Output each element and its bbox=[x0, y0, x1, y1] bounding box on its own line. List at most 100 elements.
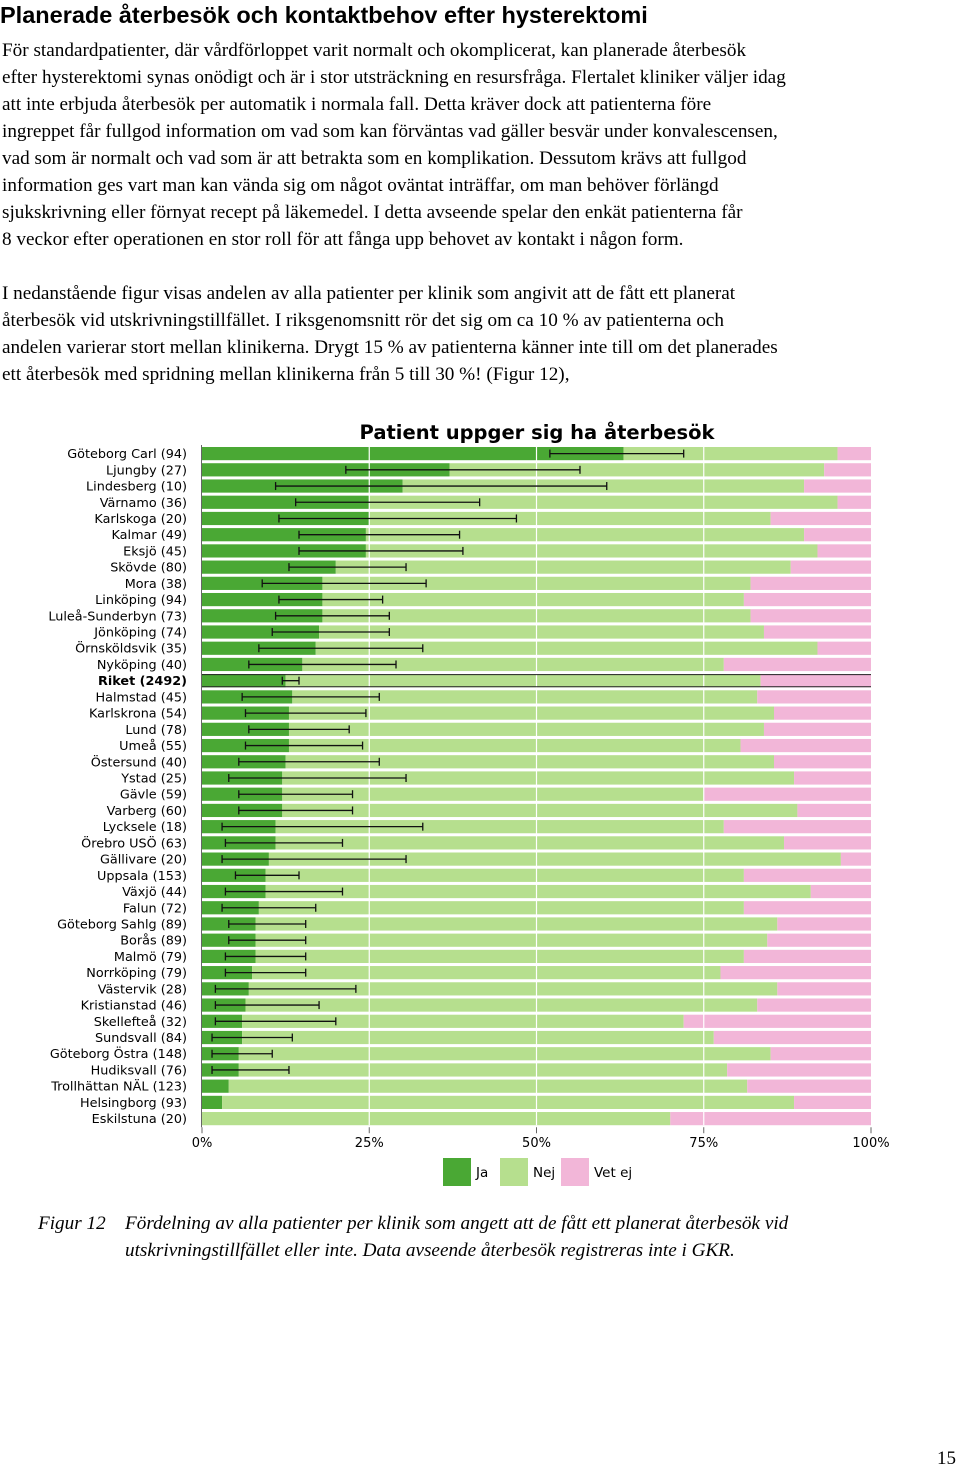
bar-segment bbox=[804, 479, 871, 493]
category-label: Borås (89) bbox=[120, 934, 187, 949]
category-label: Gällivare (20) bbox=[100, 853, 187, 868]
category-label: Ystad (25) bbox=[120, 772, 187, 787]
bar-segment bbox=[777, 917, 871, 931]
bar-segment bbox=[777, 982, 871, 996]
bar-segment bbox=[228, 1079, 748, 1093]
category-label: Uppsala (153) bbox=[97, 869, 187, 884]
paragraph-line: att inte erbjuda återbesök per automatik… bbox=[2, 94, 712, 115]
bar-segment bbox=[743, 592, 871, 607]
bar-segment bbox=[804, 528, 871, 542]
bar-segment bbox=[202, 544, 366, 558]
bar-segment bbox=[770, 1047, 871, 1061]
bar-segment bbox=[703, 787, 871, 801]
bar-segment bbox=[810, 884, 871, 899]
bar-segment bbox=[202, 1112, 671, 1126]
bar-segment bbox=[743, 868, 871, 882]
bar-segment bbox=[797, 803, 871, 818]
category-label: Sundsvall (84) bbox=[95, 1031, 187, 1046]
paragraph-line: I nedanstående figur visas andelen av al… bbox=[2, 283, 736, 304]
bar-segment bbox=[747, 1079, 871, 1093]
bar-segment bbox=[322, 592, 744, 607]
caption-line: Fördelning av alla patienter per klinik … bbox=[125, 1213, 789, 1234]
bar-segment bbox=[837, 495, 871, 509]
legend: Ja Nej Vet ej bbox=[443, 1158, 632, 1186]
bar-segment bbox=[369, 511, 771, 526]
category-label: Eskilstuna (20) bbox=[92, 1112, 187, 1127]
category-label: Göteborg Sahlg (89) bbox=[57, 917, 187, 932]
category-label: Riket (2492) bbox=[98, 674, 187, 689]
bar-segment bbox=[238, 1047, 771, 1061]
bar-segment bbox=[757, 998, 871, 1012]
bar-segment bbox=[743, 901, 871, 915]
bar-segment bbox=[773, 706, 871, 720]
paragraph-line: sjukskrivning eller förnyat recept på lä… bbox=[2, 202, 743, 223]
category-labels: Göteborg Carl (94)Ljungby (27) Lindesberg… bbox=[48, 447, 187, 1127]
bar-segment bbox=[282, 803, 798, 818]
paragraph-line: återbesök vid utskrivningstillfället. I … bbox=[2, 310, 725, 331]
body-paragraph-1: För standardpatienter, där vårdförloppet… bbox=[2, 37, 958, 253]
legend-swatch bbox=[561, 1158, 589, 1186]
bar-segment bbox=[365, 528, 805, 542]
bar-segment bbox=[763, 625, 871, 639]
bar-segment bbox=[265, 868, 744, 882]
bar-segment bbox=[202, 1095, 223, 1109]
bar-segment bbox=[817, 641, 871, 655]
bar-segment bbox=[794, 1095, 871, 1109]
bar-segment bbox=[258, 901, 744, 915]
bar-segment bbox=[202, 625, 320, 639]
category-label: Skövde (80) bbox=[110, 561, 187, 576]
category-label: Lycksele (18) bbox=[103, 820, 187, 835]
bar-segment bbox=[275, 836, 785, 850]
bar-segment bbox=[817, 544, 871, 558]
bar-segment bbox=[683, 1014, 871, 1028]
bar-segment bbox=[302, 657, 724, 672]
bar-segment bbox=[252, 966, 721, 980]
bar-segment bbox=[265, 884, 811, 899]
bar-segment bbox=[449, 463, 825, 477]
bar-segment bbox=[202, 463, 450, 477]
bar-segment bbox=[623, 447, 838, 461]
grid-layer bbox=[368, 447, 705, 1126]
bar-segment bbox=[713, 1030, 871, 1045]
bar-segment bbox=[750, 576, 871, 590]
section-heading: Planerade återbesök och kontaktbehov eft… bbox=[0, 2, 648, 28]
bar-segment bbox=[670, 1112, 871, 1126]
category-label: Ljungby (27) bbox=[106, 463, 187, 478]
bar-segment bbox=[285, 674, 761, 688]
bar-segment bbox=[794, 771, 871, 785]
x-tick-label: 75% bbox=[689, 1136, 718, 1151]
category-label: Lund (78) bbox=[125, 723, 187, 738]
bar-segment bbox=[202, 609, 323, 623]
bar-segment bbox=[202, 722, 289, 736]
paragraph-line: vad som är normalt och vad som är att be… bbox=[2, 148, 747, 169]
category-label: Gävle (59) bbox=[120, 788, 187, 803]
x-tick-label: 100% bbox=[852, 1136, 889, 1151]
bar-segment bbox=[242, 1014, 684, 1028]
bar-segment bbox=[292, 690, 758, 704]
bar-segment bbox=[248, 982, 778, 996]
bar-segment bbox=[784, 836, 871, 850]
category-label: Östersund (40) bbox=[91, 753, 187, 770]
bar-segment bbox=[202, 560, 336, 574]
bar-segment bbox=[369, 495, 838, 509]
category-label: Kristianstad (46) bbox=[81, 999, 187, 1014]
bar-segment bbox=[255, 933, 768, 947]
bar-segment bbox=[222, 1095, 795, 1109]
category-label: Hudiksvall (76) bbox=[91, 1063, 187, 1078]
bar-segment bbox=[743, 949, 871, 964]
category-label: Lindesberg (10) bbox=[86, 480, 187, 495]
paragraph-line: efter hysterektomi synas onödigt och är … bbox=[2, 67, 786, 88]
bar-segment bbox=[202, 674, 286, 688]
category-label: Luleå-Sunderbyn (73) bbox=[48, 609, 187, 624]
bar-segment bbox=[242, 1030, 714, 1045]
bar-segment bbox=[315, 641, 818, 655]
category-label: Örebro USÖ (63) bbox=[81, 834, 187, 851]
bar-segment bbox=[268, 852, 841, 866]
category-label: Helsingborg (93) bbox=[80, 1096, 187, 1111]
bar-segment bbox=[288, 706, 774, 720]
category-label: Skellefteå (32) bbox=[94, 1015, 187, 1030]
bar-segment bbox=[770, 511, 871, 526]
category-label: Mora (38) bbox=[125, 577, 187, 592]
stacked-bar-chart: Patient uppger sig ha återbesök Göteborg… bbox=[48, 420, 890, 1186]
bar-segment bbox=[723, 657, 871, 672]
